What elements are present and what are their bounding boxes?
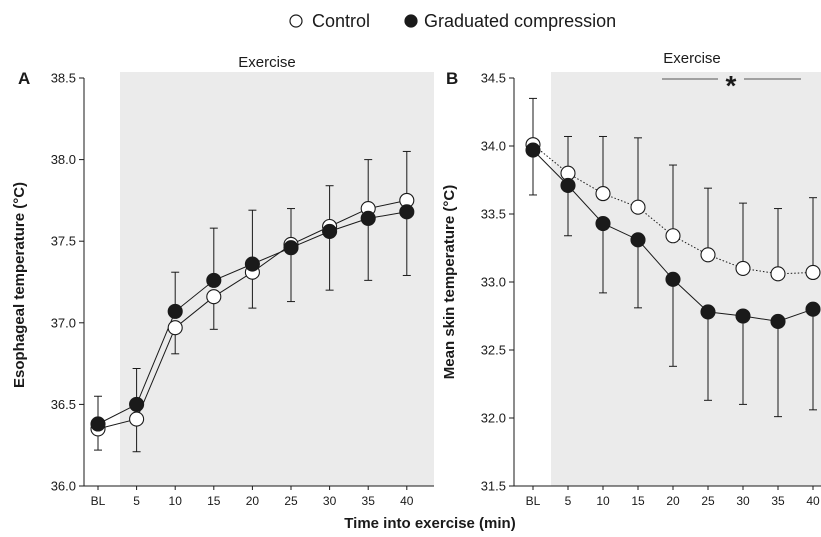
panel-b-control-point [665,228,681,244]
panel-a-x-tick-label: 15 [207,494,221,508]
panel-b-letter: B [446,69,458,88]
panel-a-x-tick-label: 10 [169,494,183,508]
panel-b-x-tick-label: 35 [771,494,785,508]
panel-a-exercise-label: Exercise [238,54,296,71]
panel-a-compression-point [283,240,299,256]
panel-b-axes: 31.5 32.0 32.5 33.0 33.5 34.0 34.5 BL 5 10 15 20 25 3… [481,71,821,508]
panel-b-x-tick-label: 40 [806,494,820,508]
panel-a-x-tick-label: 5 [133,494,140,508]
panel-b-plot [525,97,821,418]
panel-a-control-point [129,411,145,427]
panel-b-y-tick-label: 34.5 [481,71,506,86]
panel-a-y-tick-label: 36.0 [51,479,76,494]
panel-b-compression-point [595,215,611,232]
panel-b-x-tick-label: 15 [631,494,645,508]
panel-a-compression-point [244,256,260,272]
panel-b-compression-point [735,308,751,324]
panel-b-x-tick-label: 30 [736,494,750,508]
panel-b-compression-point [525,142,541,158]
panel-a-compression-point [90,416,106,432]
panel-b-compression-point [665,271,681,287]
panel-a-compression-point [360,210,376,226]
legend-control-marker [289,14,303,28]
panel-b-y-tick-label: 32.0 [481,411,506,426]
panel-a-y-tick-label: 37.0 [51,315,76,330]
panel-b-x-tick-label: 10 [596,494,610,508]
panel-a-y-tick-label: 36.5 [51,397,76,412]
panel-b-compression-point [630,232,646,248]
panel-b-x-tick-label: 20 [666,494,680,508]
panel-b-ylabel: Mean skin temperature (°C) [441,185,458,379]
panel-b-y-tick-label: 33.5 [481,207,506,222]
panel-a-y-tick-label: 38.5 [51,71,76,86]
legend-control-label: Control [312,11,370,31]
panel-a-x-tick-label: 35 [362,494,376,508]
panel-b-exercise-label: Exercise [663,50,721,67]
panel-a-compression-point [129,396,145,412]
panel-b-y-tick-label: 31.5 [481,479,506,494]
panel-a-plot [90,150,415,453]
panel-a-x-tick-label: BL [91,494,106,508]
panel-b-compression-point [700,304,716,320]
panel-a-letter: A [18,69,30,88]
panel-b-control-point [595,186,611,202]
panel-a-compression-point [206,272,222,288]
panel-b-compression-point [805,301,821,317]
panel-a-control-point [206,289,222,305]
legend: Control Graduated compression [289,11,616,31]
panel-a-control-point [167,320,183,336]
panel-b-x-tick-label: 25 [701,494,715,508]
panel-a-compression-point [167,303,183,319]
panel-a-x-tick-label: 30 [323,494,337,508]
panel-b-control-point [805,264,821,281]
panel-a-compression-point [399,204,415,220]
panel-a-x-tick-label: 20 [246,494,260,508]
panel-a-x-tick-label: 40 [400,494,414,508]
panel-b-y-tick-label: 32.5 [481,343,506,358]
panel-a-exercise-shade [120,72,434,486]
shared-xlabel: Time into exercise (min) [344,515,515,532]
panel-a-axes: 36.0 36.5 37.0 37.5 38.0 38.5 BL 5 10 15 20 25 30 35 4… [51,71,434,508]
panel-a-y-tick-label: 37.5 [51,234,76,249]
panel-b-control-point [735,260,751,276]
panel-b-control-point [770,266,786,282]
panel-a: Exercise A Esophageal temperature (°C) 3… [11,54,434,508]
legend-compression-marker [404,14,418,28]
panel-b-compression-point [560,177,576,193]
panel-b-compression-point [770,313,786,329]
panel-b-x-tick-label: 5 [565,494,572,508]
panel-b-control-point [630,199,646,215]
panel-b-y-tick-label: 34.0 [481,139,506,154]
panel-b-control-point [700,247,716,263]
panel-a-y-tick-label: 38.0 [51,152,76,167]
panel-a-ylabel: Esophageal temperature (°C) [11,182,28,388]
panel-b-significance: * [662,70,801,101]
legend-compression-label: Graduated compression [424,11,616,31]
panel-b: Exercise B Mean skin temperature (°C) * … [441,50,821,508]
panel-a-compression-point [322,223,338,239]
panel-b-significance-star: * [726,70,737,101]
panel-b-y-tick-label: 33.0 [481,275,506,290]
panel-a-x-tick-label: 25 [284,494,298,508]
panel-b-x-tick-label: BL [526,494,541,508]
